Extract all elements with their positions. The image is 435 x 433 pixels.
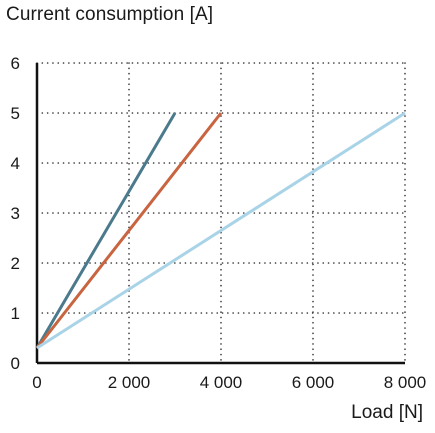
series-line-1 bbox=[35, 112, 177, 349]
x-tick-label: 8 000 bbox=[384, 373, 427, 392]
series-line-2 bbox=[35, 112, 223, 349]
y-tick-label: 1 bbox=[11, 304, 20, 323]
series-line-3 bbox=[36, 111, 406, 350]
y-tick-label: 4 bbox=[11, 154, 20, 173]
series-lines bbox=[35, 111, 406, 350]
y-tick-label: 6 bbox=[11, 54, 20, 73]
x-tick-label: 4 000 bbox=[200, 373, 243, 392]
chart-title: Current consumption [A] bbox=[6, 4, 214, 25]
y-tick-label: 2 bbox=[11, 254, 20, 273]
y-tick-label: 3 bbox=[11, 204, 20, 223]
grid-lines bbox=[36, 62, 406, 364]
x-axis-label: Load [N] bbox=[351, 402, 423, 423]
axes bbox=[35, 63, 405, 365]
tick-labels: 0 1 2 3 4 5 6 0 2 000 4 000 6 000 8 000 bbox=[11, 54, 427, 392]
y-tick-label: 0 bbox=[11, 354, 20, 373]
x-tick-label: 2 000 bbox=[108, 373, 151, 392]
x-tick-label: 6 000 bbox=[292, 373, 335, 392]
y-tick-label: 5 bbox=[11, 104, 20, 123]
x-tick-label: 0 bbox=[32, 373, 41, 392]
